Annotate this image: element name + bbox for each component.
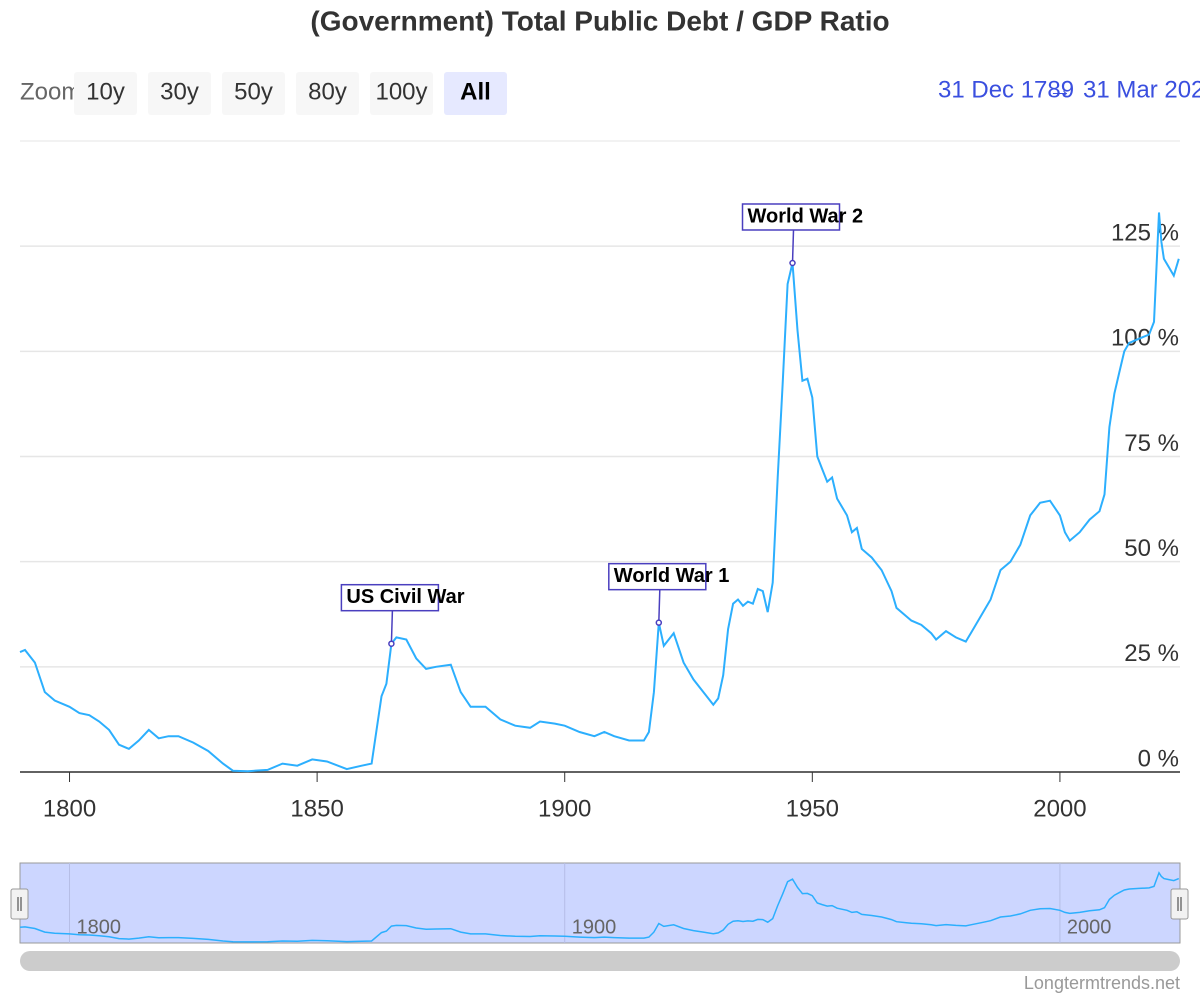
zoom-button-label[interactable]: 50y [234, 78, 273, 105]
navigator-tick-label: 1900 [572, 916, 617, 938]
zoom-button-label[interactable]: All [460, 78, 491, 105]
zoom-button-label[interactable]: 80y [308, 78, 347, 105]
navigator-handle[interactable] [10, 888, 29, 920]
zoom-label: Zoom [20, 78, 81, 105]
annotation-label: World War 2 [748, 205, 864, 227]
chart-title: (Government) Total Public Debt / GDP Rat… [310, 5, 889, 36]
zoom-button[interactable] [370, 72, 433, 115]
navigator-line [19, 871, 1180, 943]
zoom-button[interactable] [444, 72, 507, 115]
x-tick-label: 2000 [1033, 795, 1086, 822]
annotation-box [608, 562, 707, 591]
annotation-label: World War 1 [614, 565, 730, 587]
annotation-box [741, 203, 841, 231]
navigator-handle[interactable] [1170, 888, 1189, 920]
y-tick-label: 125 % [1111, 220, 1179, 247]
range-from[interactable]: 31 Dec 1789 [938, 76, 1074, 103]
zoom-button[interactable] [296, 72, 359, 115]
annotation-point [388, 640, 395, 647]
zoom-button-label[interactable]: 30y [160, 78, 199, 105]
annotation-connector [390, 610, 394, 644]
zoom-button-label[interactable]: 10y [86, 78, 125, 105]
zoom-button[interactable] [74, 72, 137, 115]
scrollbar[interactable] [20, 951, 1180, 971]
zoom-button[interactable] [148, 72, 211, 115]
x-tick-label: 1850 [290, 795, 343, 822]
navigator-tick-label: 1800 [77, 916, 122, 938]
y-tick-label: 50 % [1124, 535, 1179, 562]
zoom-button-label[interactable]: 100y [375, 78, 427, 105]
x-tick-label: 1800 [43, 795, 96, 822]
y-tick-label: 0 % [1138, 745, 1179, 772]
credits[interactable]: Longtermtrends.net [1024, 973, 1180, 993]
y-tick-label: 75 % [1124, 430, 1179, 457]
y-tick-label: 25 % [1124, 640, 1179, 667]
navigator-background [19, 862, 1181, 944]
annotation-label: US Civil War [346, 586, 464, 608]
annotation-connector [791, 229, 795, 264]
x-tick-label: 1950 [786, 795, 839, 822]
x-tick-label: 1900 [538, 795, 591, 822]
y-tick-label: 100 % [1111, 325, 1179, 352]
annotation-box [340, 583, 440, 612]
annotation-point [789, 259, 796, 267]
data-line [19, 212, 1180, 773]
range-to[interactable]: 31 Mar 2024 [1083, 76, 1200, 103]
annotation-point [655, 619, 663, 626]
navigator-tick-label: 2000 [1067, 916, 1112, 938]
annotation-connector [658, 589, 661, 623]
range-separator: → [1048, 76, 1072, 103]
zoom-button[interactable] [222, 72, 285, 115]
